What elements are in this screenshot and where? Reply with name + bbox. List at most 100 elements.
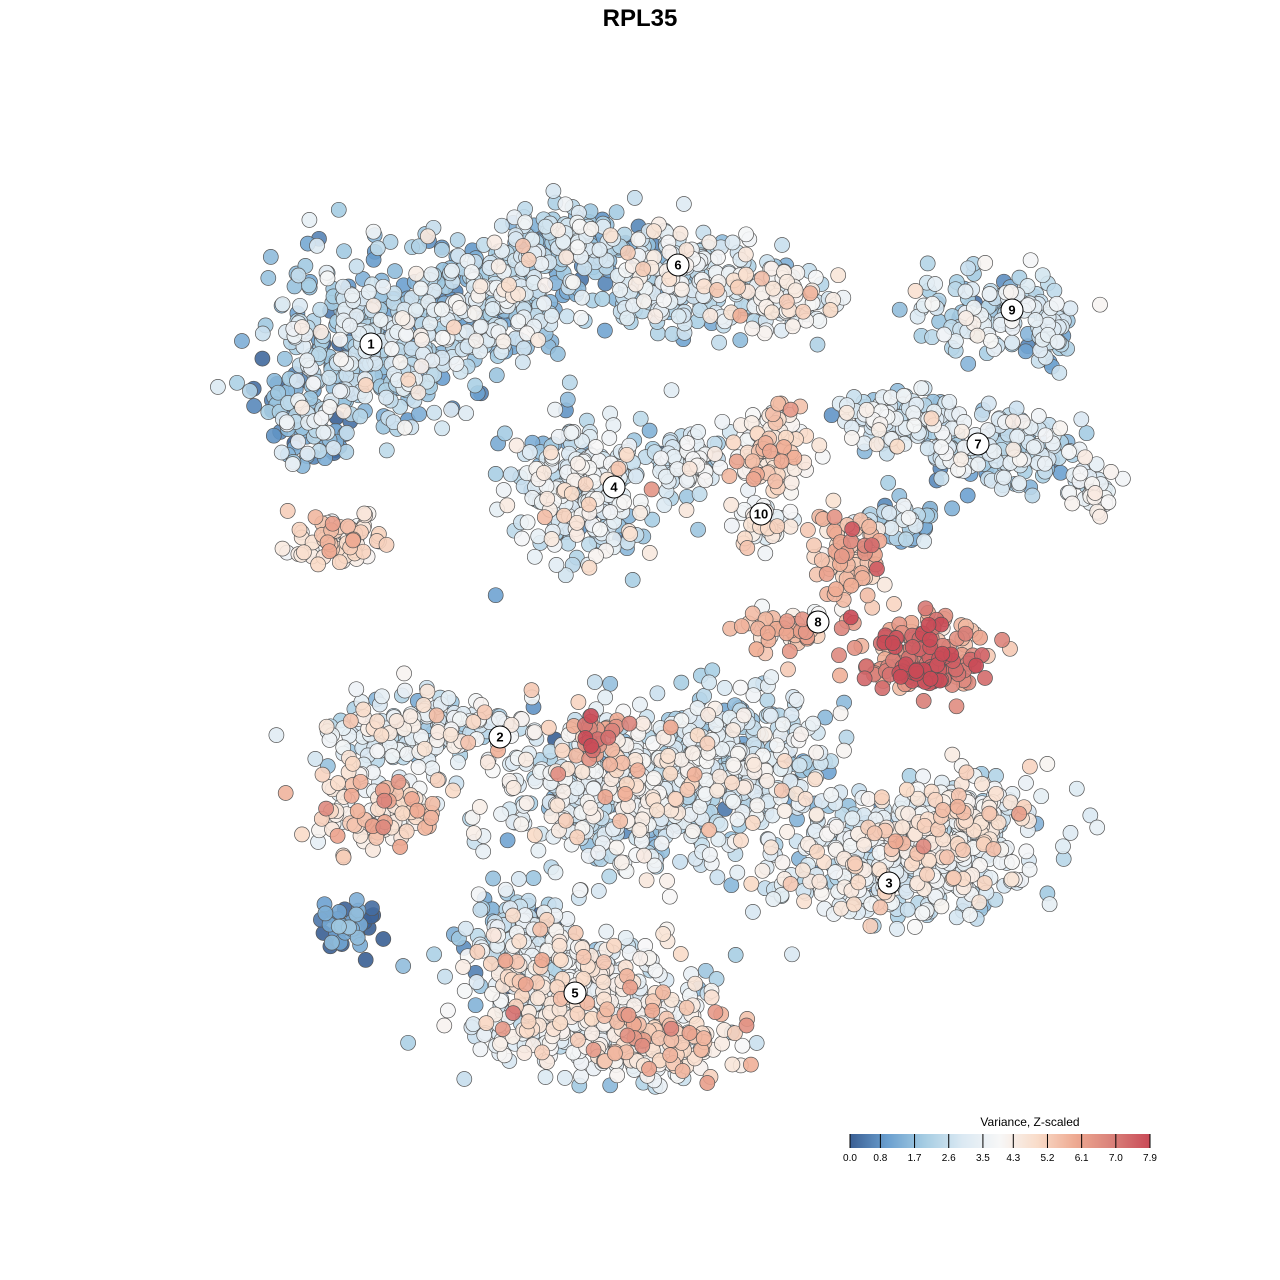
data-point — [526, 724, 543, 741]
data-point — [687, 975, 704, 992]
data-point — [331, 904, 348, 920]
data-point — [437, 968, 453, 985]
data-point — [710, 249, 726, 266]
data-point — [1064, 495, 1081, 512]
data-point — [632, 410, 649, 427]
data-point — [1061, 444, 1077, 460]
data-point — [916, 817, 933, 834]
data-point — [598, 923, 615, 940]
data-point — [653, 835, 670, 852]
data-point — [561, 374, 578, 391]
data-point — [649, 802, 665, 819]
data-point — [369, 713, 386, 730]
data-point — [709, 282, 725, 298]
data-point — [871, 422, 887, 438]
data-point — [954, 423, 970, 440]
data-point — [599, 1001, 615, 1018]
data-point — [702, 308, 719, 324]
data-point — [974, 776, 990, 792]
data-point — [422, 315, 438, 332]
data-point — [626, 190, 643, 206]
data-point — [508, 437, 525, 454]
data-point — [1089, 819, 1106, 836]
data-point — [344, 755, 361, 772]
data-point — [832, 667, 848, 684]
data-point — [573, 310, 589, 326]
data-point — [774, 854, 791, 871]
data-point — [823, 407, 840, 424]
data-point — [277, 785, 294, 801]
data-point — [774, 237, 790, 253]
data-point — [518, 751, 534, 768]
data-point — [497, 952, 514, 969]
data-point — [494, 1021, 511, 1037]
data-point — [699, 735, 716, 752]
data-point — [1022, 758, 1038, 775]
data-point — [795, 862, 811, 879]
data-point — [832, 705, 849, 722]
data-point — [601, 430, 618, 446]
data-point — [830, 267, 847, 284]
data-point — [808, 806, 825, 823]
data-point — [521, 444, 538, 460]
data-point — [348, 892, 365, 908]
data-point — [513, 816, 530, 833]
data-point — [634, 715, 651, 732]
data-point — [555, 783, 572, 800]
data-point — [776, 803, 793, 819]
data-point — [296, 544, 312, 561]
data-point — [574, 289, 590, 306]
data-point — [914, 905, 931, 922]
data-point — [274, 296, 291, 313]
data-point — [811, 313, 828, 329]
data-point — [607, 1045, 623, 1062]
data-point — [679, 781, 696, 798]
data-point — [721, 468, 738, 484]
data-point — [332, 383, 348, 399]
data-point — [330, 775, 346, 791]
data-point — [396, 665, 412, 682]
data-point — [529, 990, 546, 1007]
data-point — [773, 782, 790, 799]
data-point — [515, 340, 532, 357]
data-point — [411, 238, 427, 255]
data-point — [434, 301, 450, 318]
data-point — [813, 552, 830, 569]
data-point — [352, 408, 369, 425]
data-point — [597, 322, 613, 339]
data-point — [229, 374, 245, 391]
data-point — [581, 536, 597, 553]
data-point — [246, 398, 262, 414]
data-point — [711, 334, 727, 351]
data-point — [526, 827, 543, 844]
data-point — [365, 297, 382, 314]
data-point — [900, 509, 917, 526]
data-point — [672, 946, 689, 962]
data-point — [335, 849, 352, 866]
data-point — [808, 744, 824, 761]
data-point — [684, 745, 701, 762]
data-point — [1103, 464, 1119, 480]
data-point — [783, 474, 800, 491]
data-point — [451, 300, 468, 316]
data-point — [737, 246, 754, 263]
data-point — [493, 217, 510, 234]
data-point — [582, 800, 599, 816]
data-point — [679, 435, 696, 451]
data-point — [348, 906, 365, 923]
data-point — [602, 227, 619, 244]
data-point — [448, 356, 465, 372]
data-point — [981, 286, 998, 302]
data-point — [725, 793, 741, 810]
data-point — [570, 1032, 586, 1048]
data-point — [581, 559, 598, 576]
data-point — [587, 439, 604, 455]
data-point — [709, 782, 726, 799]
data-point — [1037, 455, 1053, 472]
data-point — [763, 839, 779, 856]
data-point — [548, 557, 565, 573]
data-point — [309, 237, 325, 254]
data-point — [681, 1025, 698, 1041]
data-point — [310, 556, 326, 573]
data-point — [1055, 838, 1071, 855]
